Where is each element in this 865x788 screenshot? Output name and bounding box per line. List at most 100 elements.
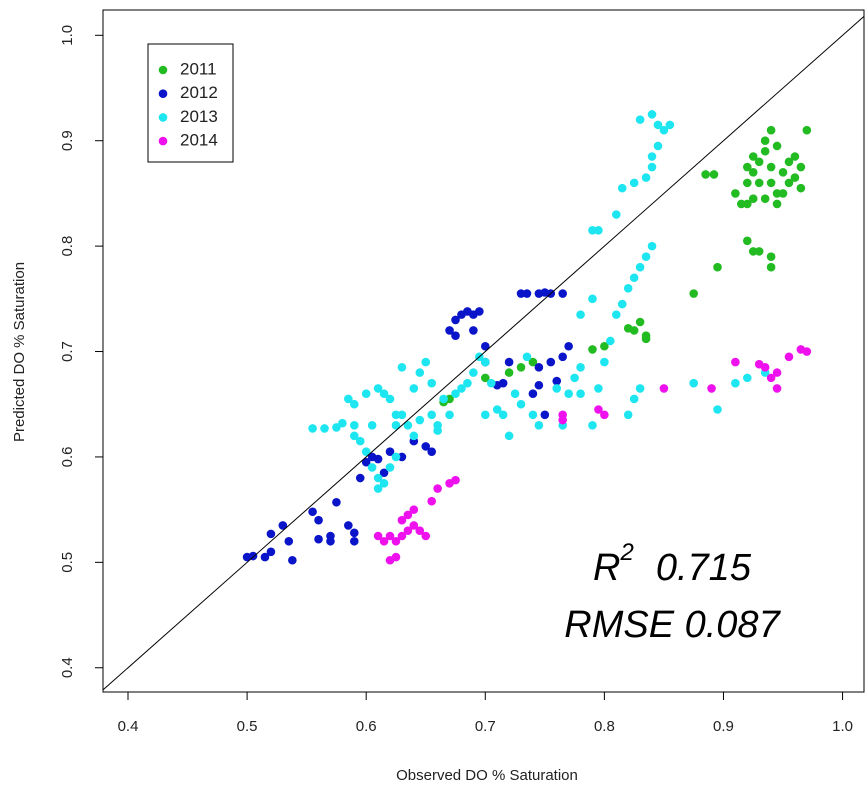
y-tick-label: 0.9 <box>59 130 76 151</box>
point <box>659 125 669 135</box>
point <box>510 389 520 398</box>
point <box>713 262 722 272</box>
plot-area <box>242 110 812 565</box>
point <box>349 528 359 538</box>
legend-label: 2012 <box>180 83 218 102</box>
x-axis-label: Observed DO % Saturation <box>396 767 578 784</box>
point <box>415 415 425 425</box>
point <box>588 294 597 304</box>
y-tick-label: 1.0 <box>59 25 76 46</box>
point <box>748 152 758 161</box>
point <box>564 341 573 351</box>
point <box>796 162 806 172</box>
point <box>451 389 460 398</box>
point <box>480 357 490 367</box>
point <box>534 380 544 390</box>
point <box>427 447 436 456</box>
point <box>689 378 698 388</box>
point <box>576 310 585 319</box>
point <box>617 299 627 309</box>
point <box>742 178 752 188</box>
x-tick-label: 1.0 <box>832 718 853 735</box>
point <box>766 125 776 135</box>
point <box>635 384 645 393</box>
point <box>385 447 395 456</box>
legend-label: 2011 <box>180 59 217 78</box>
point <box>778 168 788 177</box>
point <box>766 162 776 172</box>
point <box>451 475 460 485</box>
point <box>558 289 567 298</box>
point <box>647 241 657 251</box>
point <box>641 334 651 344</box>
point <box>385 531 395 541</box>
point <box>594 226 603 235</box>
point <box>457 384 466 393</box>
point <box>397 363 407 372</box>
point <box>349 399 359 409</box>
point <box>314 515 323 525</box>
identity-line <box>102 15 865 691</box>
point <box>349 431 359 441</box>
point <box>463 378 472 388</box>
point <box>433 484 442 493</box>
legend-marker <box>158 65 168 75</box>
point <box>451 331 460 341</box>
plot-frame <box>102 9 865 693</box>
point <box>665 120 675 130</box>
point <box>701 170 710 179</box>
point <box>564 389 573 398</box>
point <box>629 273 639 283</box>
annotation: RMSE 0.087 <box>564 604 781 646</box>
point <box>332 497 341 507</box>
point <box>772 189 782 198</box>
point <box>606 336 615 346</box>
point <box>558 352 567 362</box>
y-tick-label: 0.8 <box>59 236 76 257</box>
point <box>731 378 740 388</box>
point <box>641 252 651 261</box>
point <box>760 194 770 203</box>
point <box>600 341 609 351</box>
point <box>713 405 722 414</box>
point <box>731 357 740 367</box>
point <box>326 536 335 546</box>
point <box>498 378 508 388</box>
point <box>611 310 621 319</box>
point <box>588 421 597 430</box>
annotation-text: R <box>593 547 620 589</box>
point <box>504 368 514 377</box>
point <box>766 373 776 383</box>
point <box>623 410 633 420</box>
point <box>367 463 377 472</box>
point <box>379 536 389 546</box>
point <box>802 347 812 356</box>
point <box>748 168 758 177</box>
point <box>594 384 603 393</box>
point <box>439 394 448 404</box>
point <box>427 496 436 506</box>
legend-marker <box>158 113 168 122</box>
point <box>528 410 538 420</box>
point <box>314 534 323 544</box>
point <box>397 452 407 462</box>
point <box>611 210 621 219</box>
point <box>653 120 663 130</box>
point <box>409 521 419 530</box>
point <box>391 536 401 546</box>
point <box>480 373 490 383</box>
point <box>355 473 365 483</box>
point <box>588 226 597 235</box>
point <box>802 125 812 135</box>
point <box>415 368 425 377</box>
point <box>522 352 532 362</box>
point <box>397 531 407 541</box>
point <box>772 141 782 151</box>
point <box>391 552 401 562</box>
point <box>772 199 782 209</box>
point <box>731 189 740 198</box>
point <box>742 199 752 209</box>
point <box>480 410 490 420</box>
point <box>415 526 425 536</box>
y-tick-label: 0.5 <box>59 552 76 573</box>
